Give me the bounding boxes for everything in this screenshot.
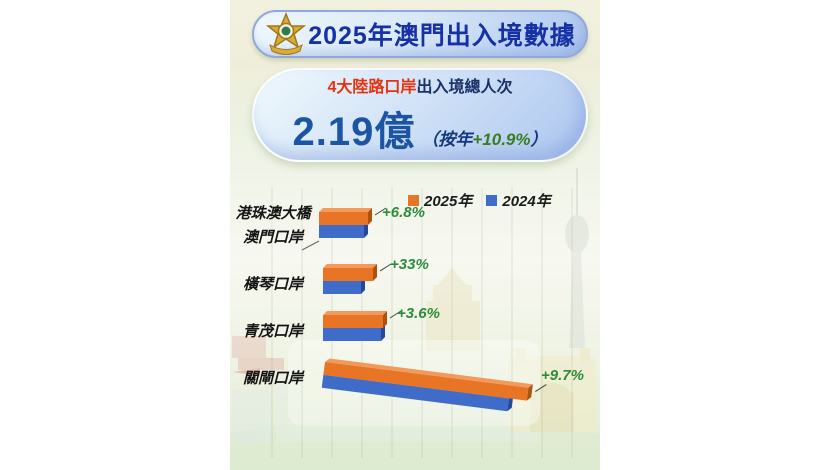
yoy-close-paren: ） (530, 130, 548, 149)
category-label-hzmb: 港珠澳大橋 澳門口岸 (235, 205, 311, 246)
legend-swatch-2024 (486, 195, 498, 206)
yoy-label-hzmb: +6.8% (382, 204, 425, 221)
yoy-label-gongbei: +9.7% (541, 367, 584, 384)
total-yoy: （按年+10.9%） (421, 125, 547, 150)
category-label-qingmao: 青茂口岸 (242, 323, 303, 340)
yoy-label-hengqin: +33% (390, 256, 429, 273)
legend-item-2024: 2024年 (486, 190, 551, 211)
legend-swatch-2025 (408, 195, 419, 206)
bar-chart-layer (271, 188, 573, 458)
yoy-label-qingmao: +3.6% (397, 305, 440, 322)
yoy-value: +10.9% (472, 130, 531, 149)
legend-item-2025: 2025年 (408, 190, 472, 211)
chart-legend: 2025年 2024年 (408, 190, 551, 211)
content-strip: 2025年澳門出入境數據 4大陸路口岸出入境總人次 2.19億 （按年+10.9… (230, 0, 600, 470)
page-title: 2025年澳門出入境數據 (308, 22, 576, 50)
total-value: 2.19億 (292, 110, 416, 154)
category-label-hengqin: 橫琴口岸 (242, 276, 303, 293)
header-banner: 2025年澳門出入境數據 (252, 10, 588, 58)
summary-value-row: 2.19億 （按年+10.9%） (293, 99, 548, 157)
legend-label-2025: 2025年 (424, 193, 473, 210)
category-label-gongbei: 關閘口岸 (242, 370, 303, 387)
yoy-open-paren: （按年 (421, 130, 473, 149)
summary-title-rest: 出入境總人次 (416, 79, 513, 96)
summary-title-highlight: 4大陸路口岸 (327, 79, 417, 96)
summary-card: 4大陸路口岸出入境總人次 2.19億 （按年+10.9%） (252, 68, 588, 162)
summary-title: 4大陸路口岸出入境總人次 (328, 73, 513, 97)
police-badge-icon (265, 12, 307, 55)
legend-label-2024: 2024年 (502, 193, 551, 210)
